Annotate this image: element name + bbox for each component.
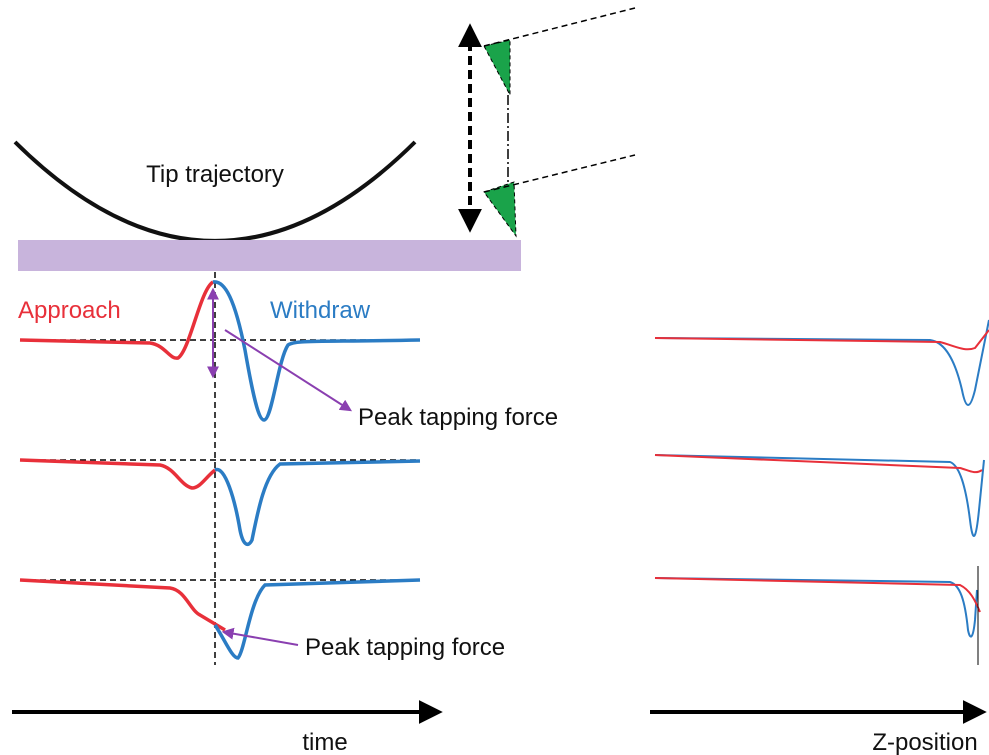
- tip-upper: [484, 40, 510, 95]
- withdraw-curve: [215, 461, 420, 544]
- force-z-withdraw: [655, 320, 989, 405]
- peak-force-label: Peak tapping force: [305, 634, 505, 661]
- tip-trajectory-label: Tip trajectory: [146, 161, 284, 188]
- time-label: time: [302, 729, 347, 755]
- force-z-approach: [655, 455, 982, 472]
- peak-force-label: Peak tapping force: [358, 404, 558, 431]
- pointer-arrow: [224, 632, 298, 645]
- withdraw-label: Withdraw: [270, 297, 371, 324]
- tip-trajectory-curve: [15, 142, 415, 241]
- force-z-approach: [655, 578, 980, 612]
- approach-curve: [20, 580, 225, 630]
- approach-curve: [20, 460, 215, 488]
- force-z-approach: [655, 330, 989, 349]
- cantilever-lower: [484, 155, 635, 192]
- diagram: Tip trajectory Approach Withdraw Peak ta…: [0, 0, 989, 755]
- z-label: Z-position: [872, 729, 977, 755]
- sample-surface: [18, 240, 521, 271]
- cantilever-upper: [484, 8, 635, 46]
- approach-label: Approach: [18, 297, 121, 324]
- force-z-withdraw: [655, 578, 977, 637]
